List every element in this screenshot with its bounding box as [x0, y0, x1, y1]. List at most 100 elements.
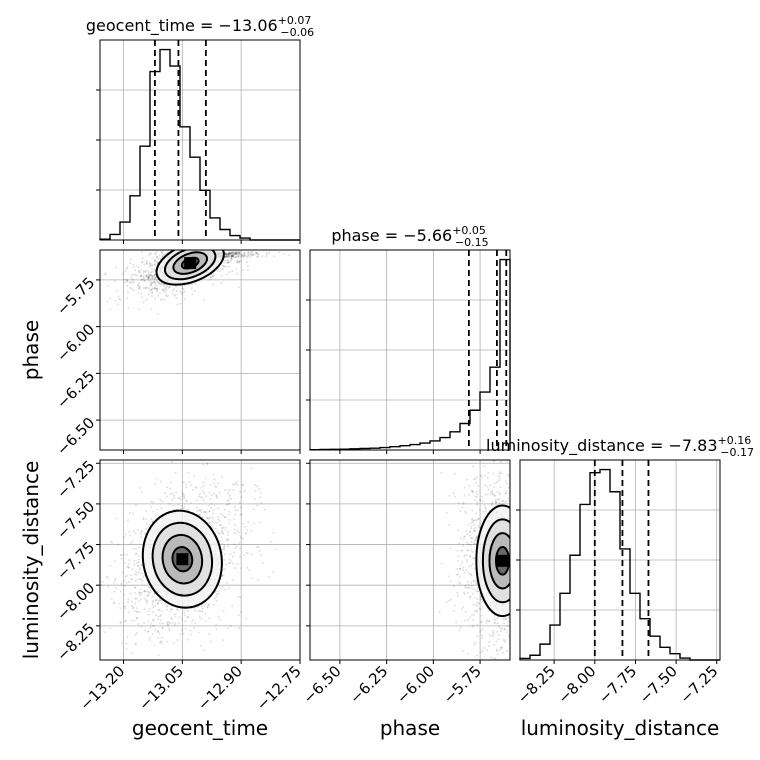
sample-point	[222, 267, 224, 270]
sample-point	[119, 607, 122, 610]
sample-point	[137, 529, 140, 531]
sample-point	[511, 545, 513, 547]
sample-point	[138, 285, 141, 288]
sample-point	[513, 584, 515, 586]
sample-point	[235, 256, 238, 258]
sample-point	[173, 494, 175, 497]
sample-point	[516, 542, 518, 544]
sample-point	[500, 665, 502, 667]
sample-point	[154, 253, 157, 256]
sample-point	[220, 475, 223, 478]
sample-point	[123, 608, 126, 610]
sample-point	[538, 518, 540, 520]
sample-point	[221, 542, 224, 545]
sample-point	[481, 606, 484, 609]
sample-point	[256, 504, 259, 507]
sample-point	[146, 269, 149, 272]
sample-point	[240, 255, 242, 258]
sample-point	[449, 598, 452, 601]
sample-point	[149, 280, 152, 283]
sample-point	[151, 595, 154, 598]
sample-point	[531, 536, 533, 538]
sample-point	[219, 618, 221, 621]
sample-point	[157, 654, 160, 657]
sample-point	[241, 484, 244, 486]
contour-3	[494, 545, 510, 576]
sample-point	[150, 281, 153, 284]
sample-point	[177, 622, 180, 625]
sample-point	[150, 274, 153, 277]
sample-point	[259, 521, 262, 524]
sample-point	[283, 253, 286, 255]
sample-point	[149, 277, 152, 280]
sample-point	[155, 284, 158, 287]
sample-point	[210, 506, 213, 509]
sample-point	[161, 298, 164, 301]
sample-point	[487, 644, 490, 647]
sample-point	[237, 286, 240, 289]
sample-point	[473, 523, 476, 526]
sample-point	[493, 494, 496, 497]
sample-point	[168, 502, 171, 505]
sample-point	[210, 483, 212, 486]
sample-point	[190, 484, 192, 487]
sample-point	[516, 515, 518, 517]
sample-point	[138, 271, 140, 273]
sample-point	[449, 547, 452, 550]
sample-point	[464, 586, 467, 588]
sample-point	[230, 255, 233, 258]
sample-point	[518, 520, 520, 522]
sample-point	[199, 492, 201, 495]
sample-point	[160, 507, 163, 509]
sample-point	[175, 290, 178, 293]
sample-point	[223, 261, 226, 264]
sample-point	[511, 505, 513, 507]
sample-point	[524, 526, 526, 528]
sample-point	[472, 580, 475, 583]
sample-point	[248, 568, 251, 571]
sample-point	[158, 282, 161, 285]
sample-point	[219, 539, 222, 542]
sample-point	[150, 518, 153, 521]
sample-point	[488, 619, 491, 622]
sample-point	[460, 549, 463, 552]
sample-point	[487, 488, 490, 491]
sample-point	[537, 546, 539, 548]
sample-point	[226, 530, 229, 533]
sample-point	[158, 632, 161, 635]
sample-point	[154, 482, 157, 485]
sample-point	[160, 636, 163, 639]
sample-point	[173, 623, 176, 626]
sample-point	[515, 611, 517, 613]
sample-point	[110, 597, 113, 600]
sample-point	[528, 605, 530, 607]
sample-point	[528, 626, 530, 628]
sample-point	[527, 593, 529, 595]
sample-point	[134, 548, 137, 551]
sample-point	[186, 638, 189, 641]
sample-point	[244, 252, 247, 255]
sample-point	[224, 255, 227, 258]
sample-point	[189, 629, 192, 632]
sample-point	[194, 282, 197, 285]
sample-point	[181, 628, 184, 631]
sample-point	[512, 519, 514, 521]
sample-point	[109, 627, 112, 630]
sample-point	[523, 561, 525, 563]
sample-point	[512, 561, 514, 563]
sample-point	[138, 568, 141, 571]
sample-point	[114, 577, 117, 580]
sample-point	[179, 302, 182, 305]
sample-point	[126, 297, 128, 300]
sample-point	[133, 559, 136, 562]
sample-point	[228, 562, 231, 564]
sample-point	[152, 510, 155, 513]
sample-point	[483, 504, 486, 507]
sample-point	[245, 256, 248, 259]
sample-point	[550, 532, 552, 534]
sample-point	[154, 629, 157, 632]
sample-point	[528, 585, 530, 587]
sample-point	[227, 254, 230, 257]
sample-point	[206, 463, 209, 466]
sample-point	[481, 600, 484, 603]
